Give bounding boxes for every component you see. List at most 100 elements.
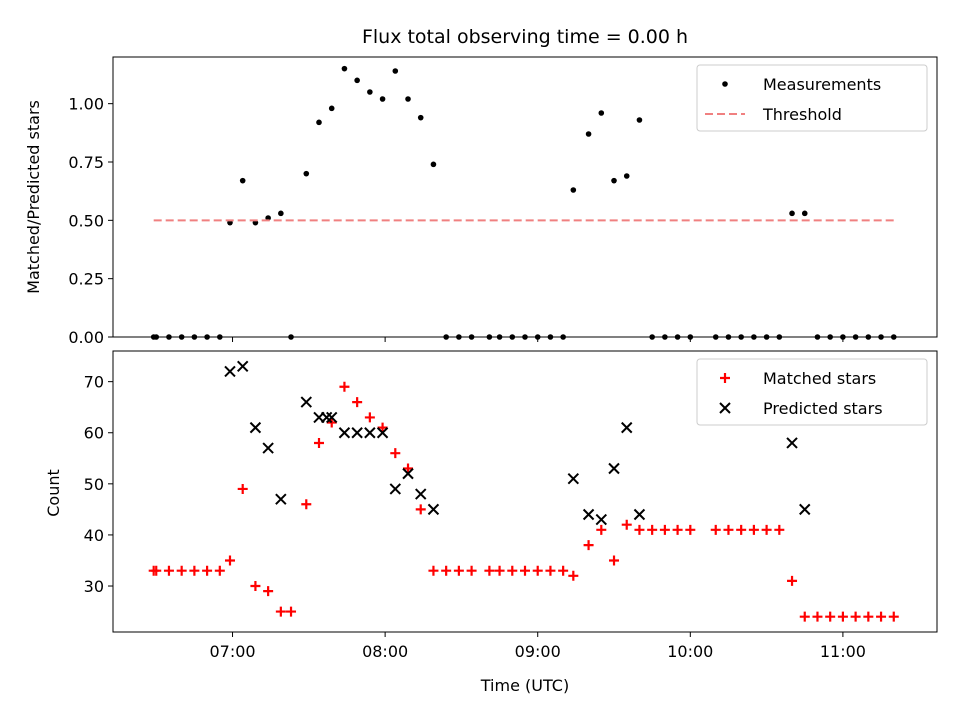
top-legend: Measurements Threshold (696, 64, 928, 132)
matched-stars-point (275, 606, 286, 617)
top-y-tick-label: 1.00 (68, 95, 104, 114)
matched-stars-point (863, 611, 874, 622)
predicted-stars-point (786, 437, 798, 449)
matched-stars-point (761, 524, 772, 535)
measurement-point (417, 114, 424, 121)
measurement-point (801, 210, 808, 217)
matched-stars-point (364, 412, 375, 423)
matched-stars-point (710, 524, 721, 535)
bottom-series-1 (224, 360, 811, 526)
matched-stars-point (723, 524, 734, 535)
measurement-point (570, 187, 577, 193)
predicted-stars-point (364, 427, 376, 439)
measurement-point (367, 89, 373, 95)
matched-stars-point (263, 586, 274, 597)
predicted-stars-point (376, 427, 389, 439)
measurement-point (278, 210, 284, 217)
matched-stars-point (621, 519, 632, 530)
matched-stars-point (596, 524, 607, 535)
matched-stars-point (415, 504, 426, 515)
matched-stars-point (224, 555, 235, 566)
matched-stars-point (189, 565, 200, 576)
bottom-x-tick-label: 07:00 (209, 642, 255, 661)
matched-stars-point (339, 381, 350, 392)
matched-stars-point (799, 611, 810, 622)
measurement-point (328, 105, 335, 112)
matched-stars-point (250, 581, 261, 592)
measurement-point (789, 210, 795, 217)
predicted-stars-point (389, 483, 402, 495)
matched-stars-point (876, 611, 887, 622)
bottom-y-axis-label: Count (44, 469, 63, 517)
predicted-stars-point (608, 462, 620, 475)
legend-swatch-predicted (719, 402, 731, 414)
matched-stars-point (314, 437, 324, 448)
matched-stars-point (520, 565, 530, 576)
matched-stars-point (583, 540, 594, 551)
bottom-x-tick-label: 08:00 (362, 642, 408, 661)
top-legend-label: Measurements (763, 75, 881, 94)
matched-stars-point (453, 565, 464, 576)
predicted-stars-point (300, 396, 312, 408)
predicted-stars-point (236, 360, 249, 373)
matched-stars-point (176, 565, 187, 576)
matched-stars-point (202, 565, 213, 576)
top-y-tick-label: 0.00 (68, 328, 104, 347)
bottom-legend-label: Predicted stars (763, 399, 883, 418)
matched-stars-point (685, 524, 696, 535)
matched-stars-point (163, 565, 174, 576)
predicted-stars-point (567, 473, 580, 485)
matched-stars-point (532, 565, 543, 576)
x-axis-label: Time (UTC) (480, 676, 569, 695)
measurement-point (585, 131, 592, 137)
matched-stars-point (214, 565, 225, 576)
matched-stars-point (837, 611, 848, 622)
predicted-stars-point (633, 508, 646, 521)
matched-stars-point (466, 565, 477, 576)
matched-stars-point (774, 524, 785, 535)
bottom-y-tick-label: 60 (84, 424, 104, 443)
bottom-x-tick-label: 10:00 (667, 642, 713, 661)
predicted-stars-point (582, 508, 595, 521)
matched-stars-point (507, 565, 518, 576)
matched-stars-point (609, 555, 620, 566)
bottom-panel: 30 40 50 60 70 07:00 08:00 09:00 10:00 11:00 Match… (84, 350, 938, 661)
matched-stars-point (736, 524, 747, 535)
predicted-stars-point (224, 365, 236, 378)
matched-stars-point (545, 565, 556, 576)
matched-stars-point (634, 524, 645, 535)
measurement-point (392, 68, 399, 74)
matched-stars-point (428, 565, 439, 576)
matched-stars-point (647, 524, 658, 535)
matched-stars-point (301, 499, 312, 510)
predicted-stars-point (338, 427, 351, 439)
measurement-point (341, 65, 348, 72)
bottom-y-tick-label: 50 (84, 475, 104, 494)
top-panel: 0.00 0.25 0.50 0.75 1.00 Measurements Threshol… (68, 56, 938, 347)
bottom-legend: Matched stars Predicted stars (696, 358, 928, 426)
bottom-y-tick-label: 70 (84, 373, 104, 392)
measurement-point (636, 117, 643, 123)
measurement-point (623, 173, 630, 179)
bottom-axes-frame (112, 350, 938, 633)
predicted-stars-point (351, 427, 363, 439)
matched-stars-point (568, 570, 579, 581)
matched-stars-point (403, 463, 414, 474)
top-legend-box (696, 64, 928, 132)
predicted-stars-point (427, 503, 440, 516)
bottom-legend-box (696, 358, 928, 426)
bottom-x-tick-label: 11:00 (820, 642, 866, 661)
predicted-stars-point (320, 411, 333, 424)
matched-stars-point (484, 565, 495, 576)
bottom-y-tick-label: 40 (84, 526, 104, 545)
matched-stars-point (151, 565, 162, 576)
matched-stars-point (558, 565, 569, 576)
predicted-stars-point (621, 421, 633, 434)
top-legend-label: Threshold (762, 105, 842, 124)
top-axes-frame (112, 56, 938, 338)
bottom-x-tick-label: 09:00 (515, 642, 561, 661)
predicted-stars-point (249, 421, 262, 434)
predicted-stars-point (402, 467, 414, 480)
bottom-series-0 (148, 381, 899, 622)
